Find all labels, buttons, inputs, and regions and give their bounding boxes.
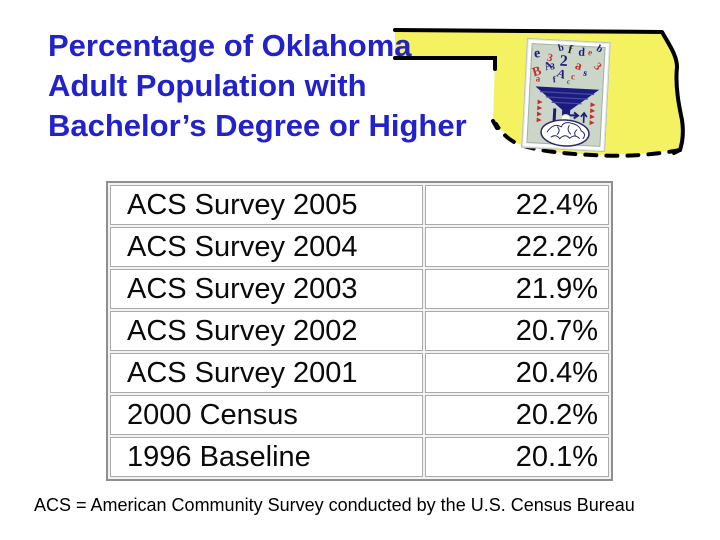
title-line-1: Percentage of Oklahoma	[48, 28, 412, 63]
table-row: ACS Survey 2003 21.9%	[110, 269, 609, 309]
brain-icon	[540, 119, 590, 147]
table-row: ACS Survey 2002 20.7%	[110, 311, 609, 351]
table-row: ACS Survey 2004 22.2%	[110, 227, 609, 267]
falling-letter: A	[554, 65, 568, 82]
falling-letter: c	[570, 71, 576, 82]
sorting-marks-icon	[536, 99, 596, 126]
survey-label: ACS Survey 2003	[110, 269, 424, 309]
falling-letter: e	[533, 46, 542, 62]
title-line-3: Bachelor’s Degree or Higher	[48, 108, 467, 143]
survey-value: 22.4%	[425, 185, 609, 225]
survey-value: 20.4%	[425, 353, 609, 393]
falling-letter: s	[581, 67, 589, 80]
falling-letter: c	[566, 77, 571, 87]
survey-label: ACS Survey 2005	[110, 185, 424, 225]
survey-label: 1996 Baseline	[110, 437, 424, 477]
survey-value: 22.2%	[425, 227, 609, 267]
table-row: 2000 Census 20.2%	[110, 395, 609, 435]
survey-value: 20.2%	[425, 395, 609, 435]
falling-letter: a	[535, 73, 541, 84]
survey-label: ACS Survey 2002	[110, 311, 424, 351]
survey-value: 20.1%	[425, 437, 609, 477]
survey-label: ACS Survey 2001	[110, 353, 424, 393]
falling-letter: d	[577, 44, 586, 59]
falling-letter: e	[586, 46, 595, 58]
falling-letter: 3	[591, 60, 604, 73]
slide-title: Percentage of Oklahoma Adult Population …	[48, 26, 467, 146]
survey-label: ACS Survey 2004	[110, 227, 424, 267]
survey-label: 2000 Census	[110, 395, 424, 435]
survey-value: 21.9%	[425, 269, 609, 309]
acs-footnote: ACS = American Community Survey conducte…	[34, 495, 635, 515]
survey-value: 20.7%	[425, 311, 609, 351]
table-row: ACS Survey 2001 20.4%	[110, 353, 609, 393]
survey-results-table: ACS Survey 2005 22.4% ACS Survey 2004 22…	[106, 181, 613, 481]
falling-letter: b	[594, 43, 605, 56]
title-line-2: Adult Population with	[48, 68, 367, 103]
falling-letter: a	[573, 57, 585, 74]
table-row: ACS Survey 2005 22.4%	[110, 185, 609, 225]
table-row: 1996 Baseline 20.1%	[110, 437, 609, 477]
